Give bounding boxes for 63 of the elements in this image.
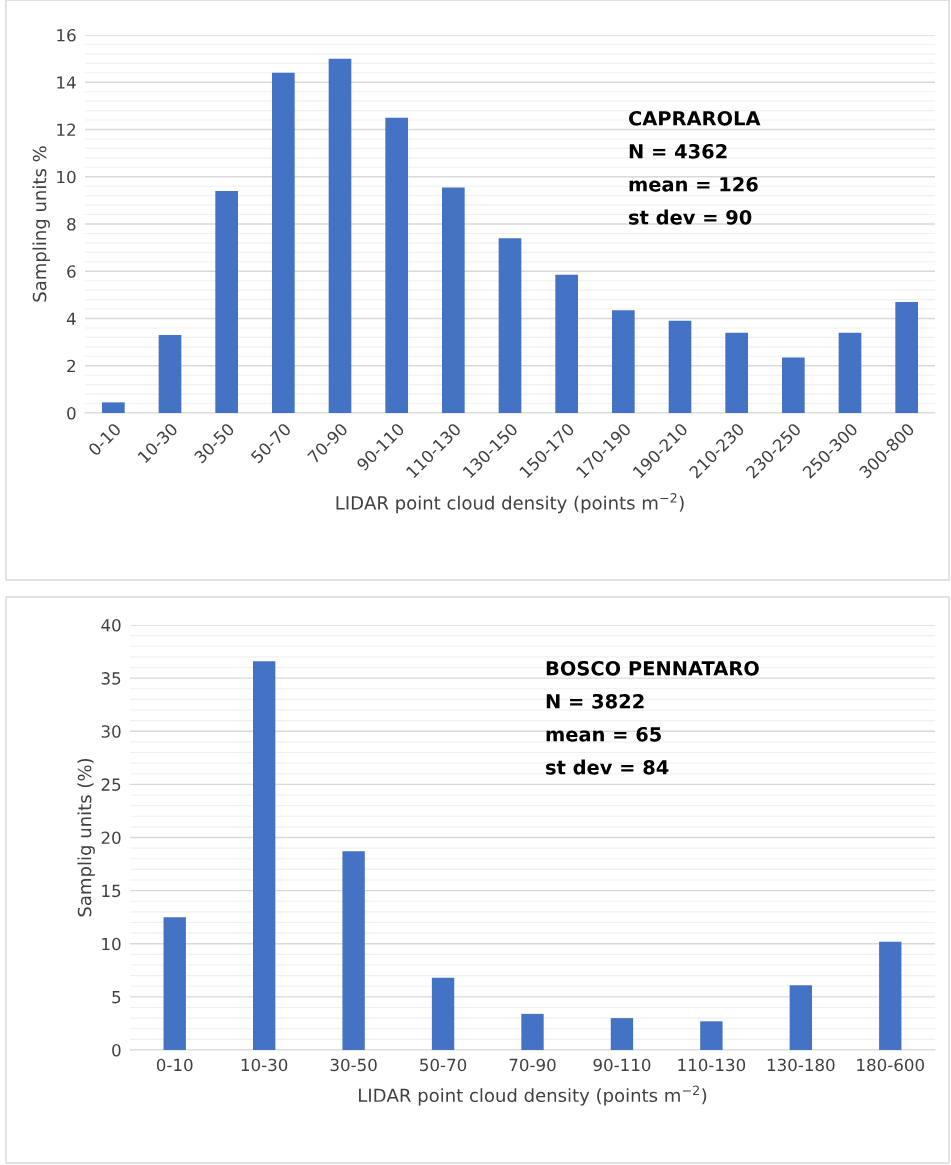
annotation: CAPRAROLA bbox=[628, 110, 761, 126]
x-tick-label: 0-10 bbox=[156, 1058, 193, 1072]
y-tick-label: 40 bbox=[101, 618, 121, 632]
bar bbox=[342, 851, 365, 1050]
y-tick-label: 16 bbox=[57, 28, 76, 42]
bar bbox=[385, 117, 408, 413]
bar bbox=[782, 357, 805, 413]
annotation: N = 3822 bbox=[546, 693, 644, 709]
bar bbox=[725, 332, 748, 413]
bar bbox=[700, 1021, 723, 1050]
y-tick-label: 5 bbox=[112, 991, 121, 1004]
bar bbox=[789, 985, 813, 1050]
bar bbox=[498, 238, 522, 413]
annotation: BOSCO PENNATARO bbox=[546, 660, 759, 676]
bar bbox=[328, 58, 352, 413]
bar bbox=[102, 402, 125, 413]
y-axis-title: Samplig units (%) bbox=[77, 758, 95, 917]
annotation: mean = 65 bbox=[546, 726, 661, 742]
bar bbox=[879, 941, 902, 1050]
y-tick-label: 0 bbox=[112, 1043, 121, 1057]
bar bbox=[431, 977, 455, 1050]
x-axis-title: LIDAR point cloud density (points m$^{−2}$) bbox=[336, 493, 684, 514]
y-tick-label: 12 bbox=[57, 123, 75, 136]
bar bbox=[272, 72, 295, 413]
y-tick-label: 14 bbox=[57, 76, 76, 89]
x-tick-label: 180-600 bbox=[857, 1058, 924, 1072]
y-tick-label: 0 bbox=[67, 406, 76, 420]
bar bbox=[612, 310, 635, 413]
annotation: mean = 126 bbox=[629, 176, 758, 192]
x-tick-label: 130-180 bbox=[767, 1058, 835, 1072]
bar bbox=[521, 1013, 544, 1050]
y-tick-label: 35 bbox=[101, 672, 121, 685]
y-tick-label: 8 bbox=[67, 217, 76, 231]
y-tick-label: 25 bbox=[101, 778, 121, 791]
annotation: st dev = 90 bbox=[629, 209, 752, 225]
x-tick-label: 70-90 bbox=[509, 1058, 556, 1072]
y-tick-label: 30 bbox=[101, 725, 121, 738]
annotation: N = 4362 bbox=[629, 143, 727, 159]
y-tick-label: 6 bbox=[67, 265, 76, 278]
bar bbox=[895, 301, 918, 413]
y-axis-title: Sampling units % bbox=[32, 146, 50, 302]
bar bbox=[252, 661, 276, 1050]
bar bbox=[442, 187, 465, 413]
bar bbox=[668, 320, 692, 413]
y-tick-label: 20 bbox=[101, 831, 121, 845]
bar bbox=[555, 274, 578, 413]
y-tick-label: 15 bbox=[102, 884, 121, 898]
y-tick-label: 10 bbox=[57, 170, 76, 184]
x-tick-label: 110-130 bbox=[678, 1058, 746, 1072]
bar bbox=[163, 917, 186, 1050]
x-tick-label: 10-30 bbox=[241, 1058, 288, 1072]
bar bbox=[158, 335, 182, 413]
x-tick-label: 30-50 bbox=[330, 1058, 377, 1072]
y-tick-label: 2 bbox=[67, 359, 75, 373]
x-axis-title: LIDAR point cloud density (points m$^{−2}$) bbox=[359, 1085, 707, 1106]
x-tick-label: 90-110 bbox=[593, 1058, 651, 1072]
bar bbox=[215, 190, 238, 413]
y-tick-label: 4 bbox=[66, 312, 76, 325]
bar bbox=[838, 332, 862, 413]
annotation: st dev = 84 bbox=[546, 759, 669, 775]
bar bbox=[610, 1018, 634, 1050]
x-tick-label: 50-70 bbox=[420, 1058, 467, 1072]
y-tick-label: 10 bbox=[102, 937, 121, 951]
